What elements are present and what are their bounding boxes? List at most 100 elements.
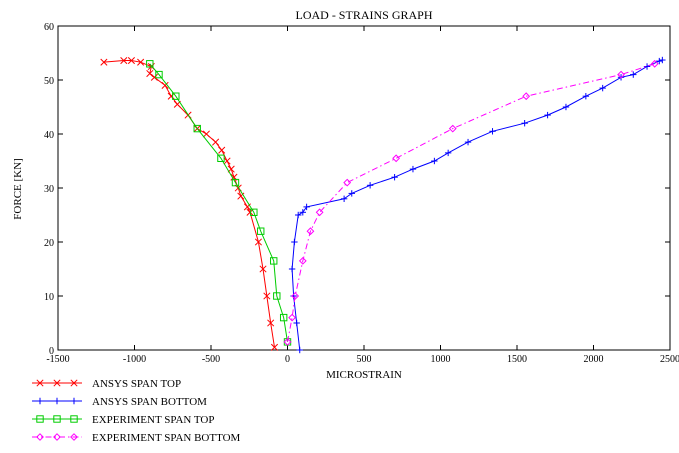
data-point [617, 70, 625, 79]
data-point [202, 130, 210, 138]
data-point [127, 57, 135, 65]
data-point [295, 211, 302, 219]
legend-entry: EXPERIMENT SPAN BOTTOM [32, 432, 241, 444]
data-point [630, 71, 637, 78]
chart-svg: LOAD - STRAINS GRAPH -1500 -1000 -500 0 500 1… [12, 8, 679, 381]
series-line [149, 63, 288, 342]
data-point [273, 292, 281, 300]
x-tick-label: 2000 [584, 354, 604, 365]
data-point [348, 190, 355, 197]
data-point [288, 313, 296, 322]
legend-marker [36, 415, 44, 423]
data-point [599, 84, 606, 92]
legend-marker [53, 433, 61, 441]
data-point [254, 238, 262, 246]
y-tick-label: 0 [49, 346, 54, 357]
legend-marker [70, 433, 78, 441]
x-tick-label: -1500 [46, 354, 69, 365]
legend-marker [70, 397, 78, 405]
data-point [288, 265, 296, 273]
data-point [521, 120, 528, 127]
data-point [464, 138, 472, 146]
y-tick-label: 20 [44, 238, 54, 249]
data-point [146, 69, 154, 78]
legend-marker [53, 415, 61, 423]
data-point [267, 319, 275, 327]
data-point [444, 149, 452, 157]
data-point [223, 157, 231, 165]
legend-marker [70, 415, 78, 423]
data-point [391, 174, 398, 181]
legend-label: ANSYS SPAN TOP [92, 378, 181, 390]
data-point [296, 346, 303, 354]
data-point [263, 292, 271, 300]
y-tick-label: 30 [44, 184, 54, 195]
data-point [489, 128, 496, 135]
data-point [231, 178, 240, 187]
y-tick-label: 40 [44, 130, 54, 141]
legend-entry: EXPERIMENT SPAN TOP [32, 414, 214, 426]
legend-entry: ANSYS SPAN BOTTOM [32, 396, 207, 408]
y-tick-label: 60 [44, 22, 54, 33]
data-point [161, 81, 169, 89]
legend-marker [53, 379, 61, 387]
legend-marker [36, 433, 44, 441]
series-3 [283, 59, 659, 346]
series-line [287, 63, 655, 342]
data-point [306, 227, 315, 236]
data-point [291, 238, 298, 246]
data-point [299, 209, 306, 216]
data-point [522, 92, 531, 101]
legend-label: EXPERIMENT SPAN TOP [92, 414, 214, 426]
data-point [283, 337, 292, 346]
series-1 [288, 56, 666, 354]
x-tick-label: 1500 [507, 354, 527, 365]
data-point [218, 146, 226, 154]
data-point [137, 58, 145, 66]
data-point [100, 58, 108, 66]
data-point [582, 93, 590, 100]
data-point [544, 111, 551, 119]
data-point [250, 208, 258, 217]
legend-entry: ANSYS SPAN TOP [32, 378, 181, 390]
y-tick-label: 10 [44, 292, 54, 303]
legend-marker [36, 397, 44, 405]
y-tick-label: 50 [44, 76, 54, 87]
data-point [392, 154, 401, 163]
x-tick-label: -1000 [123, 354, 146, 365]
x-tick-label: 500 [357, 354, 372, 365]
data-point [343, 178, 352, 187]
data-point [659, 56, 666, 64]
data-point [150, 73, 158, 81]
data-point [146, 60, 154, 68]
data-point [217, 154, 225, 163]
data-point [315, 208, 324, 217]
data-point [155, 70, 163, 79]
series-line [291, 59, 663, 351]
legend-marker [70, 379, 78, 387]
x-tick-label: 1000 [431, 354, 451, 365]
chart-title: LOAD - STRAINS GRAPH [295, 8, 432, 22]
x-tick-label: -500 [202, 354, 220, 365]
data-point [303, 203, 310, 211]
data-point [279, 313, 288, 322]
data-point [562, 103, 570, 111]
data-point [293, 319, 300, 327]
x-axis-label: MICROSTRAIN [326, 369, 402, 380]
data-point [650, 59, 659, 68]
data-point [656, 57, 663, 65]
data-point [257, 227, 265, 235]
series-2 [146, 60, 292, 346]
data-point [409, 165, 417, 173]
legend-marker [53, 397, 61, 405]
legend-label: EXPERIMENT SPAN BOTTOM [92, 432, 241, 444]
data-point [270, 343, 279, 351]
x-tick-label: 2500 [660, 354, 679, 365]
data-point [298, 256, 307, 265]
data-point [172, 92, 180, 100]
legend-label: ANSYS SPAN BOTTOM [92, 396, 207, 408]
legend-marker [36, 379, 44, 387]
data-point [237, 192, 245, 200]
data-point [291, 292, 300, 300]
